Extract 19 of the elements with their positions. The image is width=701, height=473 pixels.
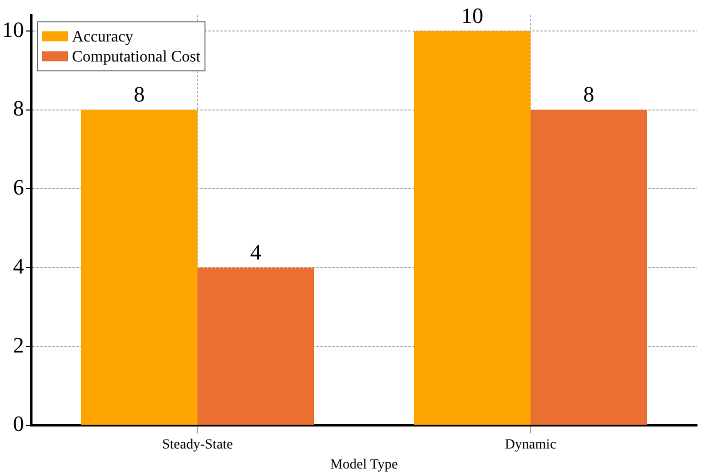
x-tick-label: Dynamic xyxy=(504,437,556,452)
x-axis-title: Model Type xyxy=(330,457,398,472)
data-label: 4 xyxy=(250,239,262,264)
y-tick-label: 2 xyxy=(13,332,24,358)
bar xyxy=(198,268,314,425)
data-label: 8 xyxy=(583,82,594,107)
data-label: 8 xyxy=(134,82,145,107)
y-tick-label: 6 xyxy=(13,174,24,200)
y-tick-label: 8 xyxy=(13,96,24,121)
bar xyxy=(414,30,530,425)
y-tick-label: 0 xyxy=(13,411,24,436)
y-tick-label: 4 xyxy=(13,253,24,278)
data-label: 10 xyxy=(461,2,484,28)
legend-label: Accuracy xyxy=(72,28,134,46)
y-tick-label: 10 xyxy=(2,16,24,42)
legend-label: Computational Cost xyxy=(72,48,201,66)
x-tick-label: Steady-State xyxy=(162,437,233,452)
bar xyxy=(80,110,198,425)
bar xyxy=(530,110,648,425)
